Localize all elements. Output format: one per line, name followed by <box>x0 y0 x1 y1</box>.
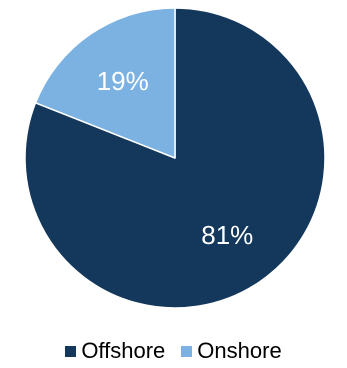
legend-label-onshore: Onshore <box>197 338 281 364</box>
pie-slices <box>25 8 325 308</box>
legend-swatch-offshore <box>65 346 76 357</box>
legend-swatch-onshore <box>181 346 192 357</box>
slice-label-onshore: 19% <box>97 66 149 96</box>
legend-item-offshore: Offshore <box>65 338 165 364</box>
slice-label-offshore: 81% <box>201 220 253 250</box>
chart-legend: Offshore Onshore <box>0 338 347 364</box>
legend-label-offshore: Offshore <box>81 338 165 364</box>
legend-item-onshore: Onshore <box>181 338 281 364</box>
